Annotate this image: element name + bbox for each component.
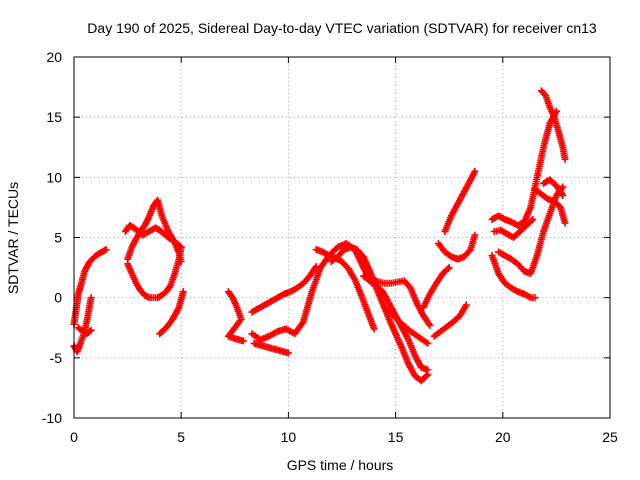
series-arc-5	[124, 196, 185, 266]
data-point	[531, 294, 539, 302]
series-arc-16	[381, 303, 432, 347]
data-point	[101, 246, 109, 254]
series-arc-25	[537, 87, 569, 163]
data-point	[471, 231, 479, 239]
data-point	[86, 327, 94, 335]
series-arc-1	[70, 246, 110, 328]
series-arc-20	[434, 231, 479, 263]
data-point	[284, 349, 292, 357]
plot-frame	[73, 56, 611, 419]
data-point	[87, 294, 95, 302]
y-tick-label: 0	[54, 290, 62, 306]
data-point	[462, 301, 470, 309]
chart-title: Day 190 of 2025, Sidereal Day-to-day VTE…	[87, 20, 597, 36]
y-tick-label: 10	[46, 169, 62, 185]
series-arc-15	[368, 276, 434, 329]
data-marks	[70, 87, 569, 385]
y-tick-label: 5	[54, 230, 62, 246]
data-point	[528, 217, 536, 225]
y-axis-label: SDTVAR / TECUs	[5, 182, 21, 294]
data-point	[144, 293, 152, 301]
series-arc-19	[441, 167, 479, 235]
y-tick-label: -5	[50, 350, 63, 366]
series-arc-17	[419, 264, 453, 311]
x-tick-label: 10	[281, 429, 297, 445]
data-point	[179, 288, 187, 296]
data-point	[102, 246, 110, 254]
data-point	[561, 219, 569, 227]
series-arc-21	[488, 107, 560, 229]
series-arc-8	[224, 288, 247, 345]
series-arc-22	[490, 215, 537, 241]
series-arc-23	[488, 252, 539, 302]
data-point	[239, 337, 247, 345]
x-tick-label: 25	[602, 429, 618, 445]
data-point	[177, 243, 185, 251]
data-point	[426, 321, 434, 329]
series-arc-12	[312, 246, 378, 333]
grid	[74, 57, 610, 418]
data-point	[424, 339, 432, 347]
x-tick-label: 0	[70, 429, 78, 445]
series-arc-18	[430, 301, 470, 340]
y-tick-label: -10	[42, 410, 62, 426]
tick-labels: 0 5 10 15 20 25 -10 -5 0 5 10 15 20	[42, 49, 618, 445]
series-arc-7	[156, 288, 187, 338]
x-axis-label: GPS time / hours	[287, 457, 394, 473]
series-arc-9	[248, 262, 320, 316]
data-point	[87, 326, 95, 334]
data-point	[424, 366, 432, 374]
data-point	[529, 215, 537, 223]
data-point	[445, 264, 453, 272]
series-arc-11	[250, 339, 292, 357]
y-tick-label: 15	[46, 109, 62, 125]
series-arc-26	[531, 185, 569, 227]
data-point	[422, 372, 430, 380]
x-tick-label: 15	[388, 429, 404, 445]
series-arc-3	[74, 324, 95, 338]
data-point	[165, 283, 173, 291]
data-point	[444, 265, 452, 273]
data-point	[559, 191, 567, 199]
data-point	[465, 247, 473, 255]
data-point	[370, 325, 378, 333]
series-arc-27	[540, 176, 567, 199]
x-tick-label: 5	[177, 429, 185, 445]
data-point	[561, 155, 569, 163]
x-tick-label: 20	[495, 429, 511, 445]
tick-marks	[73, 56, 611, 419]
series-arc-6	[124, 243, 185, 302]
data-point	[471, 167, 479, 175]
y-tick-label: 20	[46, 49, 62, 65]
